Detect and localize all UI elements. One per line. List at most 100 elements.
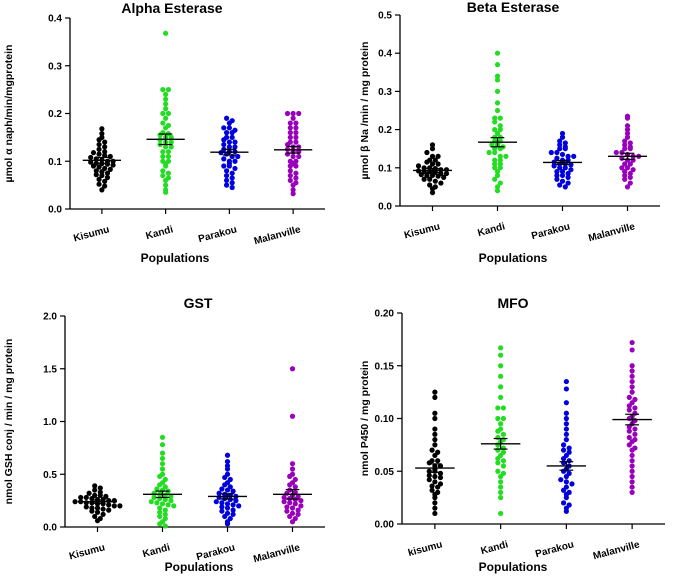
data-point [571, 153, 577, 159]
y-tick-label: 1.5 [43, 364, 57, 375]
data-point [104, 170, 111, 176]
data-point [554, 149, 560, 156]
data-point [160, 110, 166, 117]
data-point [159, 434, 166, 440]
data-point [421, 176, 427, 182]
data-point [426, 477, 432, 483]
data-point [157, 521, 163, 527]
data-point [560, 500, 567, 506]
y-tick-label: 0.3 [378, 87, 392, 98]
series-kisumu [415, 389, 455, 517]
data-point [627, 161, 633, 167]
data-point [498, 394, 504, 400]
data-point [287, 177, 293, 183]
x-tick-label: kisumu [407, 539, 444, 559]
data-point [560, 468, 567, 474]
chart-panel-3: GST 0.0 0.5 1.0 1.5 2.0 nmol GSH conj / min / … [3, 295, 325, 574]
x-tick-label: Kandi [145, 224, 175, 242]
data-point [497, 123, 503, 129]
data-point [229, 170, 235, 176]
data-point [426, 472, 432, 479]
data-point [494, 50, 501, 56]
data-point [568, 167, 574, 173]
data-point [627, 180, 633, 186]
data-point [157, 132, 163, 138]
data-point [163, 96, 169, 102]
data-point [281, 499, 287, 505]
series-parakou [208, 452, 247, 527]
data-point [554, 155, 560, 161]
chart-title: Beta Esterase [467, 0, 560, 15]
data-point [111, 498, 117, 504]
series-malanville [612, 339, 652, 495]
data-point [281, 494, 287, 501]
data-point [494, 77, 501, 83]
data-point [162, 496, 168, 503]
data-point [492, 161, 498, 167]
data-point [284, 141, 291, 148]
data-point [498, 373, 504, 379]
data-point [289, 519, 296, 525]
data-point [168, 493, 174, 500]
data-point [424, 172, 430, 179]
data-point [498, 473, 504, 480]
data-point [494, 88, 501, 94]
data-point [293, 120, 299, 126]
data-point [157, 482, 163, 488]
data-point [99, 130, 105, 137]
data-point [497, 127, 503, 133]
data-point [159, 455, 166, 462]
data-point [563, 421, 569, 427]
data-point [148, 499, 154, 505]
data-point [229, 175, 235, 181]
data-point [106, 507, 112, 513]
x-tick-label: Kandi [480, 539, 510, 557]
data-point [560, 442, 567, 448]
data-point [221, 137, 227, 143]
data-point [629, 368, 635, 374]
data-point [163, 106, 169, 112]
data-point [226, 139, 232, 145]
data-point [560, 487, 567, 493]
data-point [163, 144, 169, 150]
data-point [224, 487, 231, 493]
x-tick-label: Kandi [142, 542, 172, 560]
data-point [624, 165, 631, 171]
data-point [104, 161, 111, 167]
data-point [497, 165, 503, 171]
data-point [432, 505, 438, 511]
data-point [94, 509, 101, 515]
data-point [627, 170, 633, 177]
data-point [293, 175, 299, 181]
data-point [221, 156, 227, 162]
data-point [629, 479, 635, 485]
data-point [432, 437, 438, 443]
data-point [432, 452, 438, 459]
data-point [486, 149, 492, 156]
data-point [424, 159, 430, 165]
data-point [494, 130, 501, 137]
data-point [559, 134, 566, 140]
data-point [213, 499, 219, 505]
data-point [557, 142, 563, 148]
data-point [498, 352, 504, 358]
data-point [497, 153, 503, 159]
data-point [289, 461, 296, 467]
data-point [563, 415, 569, 422]
data-point [492, 176, 498, 182]
data-point [230, 488, 236, 494]
data-point [559, 178, 566, 184]
data-point [494, 172, 501, 179]
chart-panel-2: Beta Esterase 0.0 0.1 0.2 0.3 0.4 0.5 µmol β Na… [359, 0, 660, 265]
data-point [89, 508, 95, 514]
y-tick-label: 0.0 [43, 523, 57, 534]
data-point [629, 363, 635, 369]
data-point [432, 473, 438, 480]
data-point [626, 434, 632, 441]
y-axis-label: nmol P450 / mg protein [359, 361, 371, 477]
data-point [495, 442, 501, 448]
data-point [293, 134, 299, 140]
data-point [627, 174, 633, 180]
data-point [627, 146, 633, 152]
data-point [492, 119, 498, 125]
